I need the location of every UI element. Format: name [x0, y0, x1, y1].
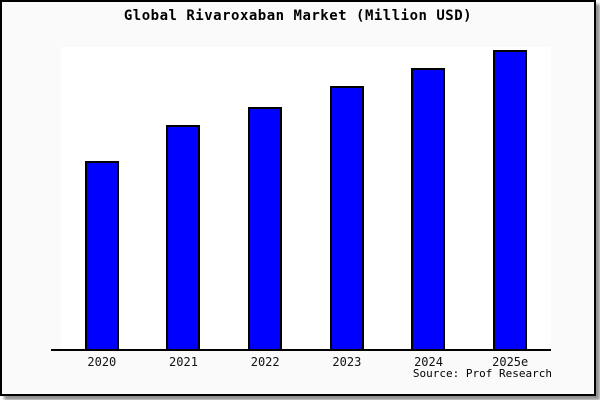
x-axis-line — [51, 349, 551, 351]
bar-2022 — [248, 107, 283, 349]
bar-2023 — [329, 86, 364, 349]
plot-area — [61, 47, 551, 349]
x-tick-2025e: 2025e — [492, 355, 529, 369]
bar-2020 — [84, 161, 119, 349]
x-tick-2020: 2020 — [87, 355, 117, 369]
x-tick-2021: 2021 — [169, 355, 198, 369]
x-tick-2022: 2022 — [250, 355, 280, 369]
bar-2025e — [493, 50, 528, 349]
bar-2021 — [166, 125, 201, 349]
x-tick-2024: 2024 — [414, 355, 443, 369]
x-axis-labels: 2020 2021 2022 2023 2024 2025e — [61, 355, 551, 369]
x-tick-2023: 2023 — [332, 355, 362, 369]
source-credit: Source: Prof Research — [412, 367, 552, 380]
bar-2024 — [411, 68, 446, 349]
chart-title: Global Rivaroxaban Market (Million USD) — [123, 8, 473, 24]
